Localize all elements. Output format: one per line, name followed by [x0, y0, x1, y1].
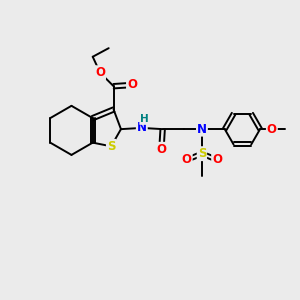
- Text: O: O: [212, 153, 222, 166]
- Text: N: N: [197, 123, 207, 136]
- Text: S: S: [198, 147, 206, 160]
- Text: O: O: [127, 79, 137, 92]
- Text: O: O: [95, 66, 105, 79]
- Text: H: H: [140, 114, 148, 124]
- Text: O: O: [267, 123, 277, 136]
- Text: S: S: [107, 140, 116, 153]
- Text: O: O: [156, 143, 167, 156]
- Text: N: N: [137, 122, 147, 134]
- Text: O: O: [182, 153, 192, 166]
